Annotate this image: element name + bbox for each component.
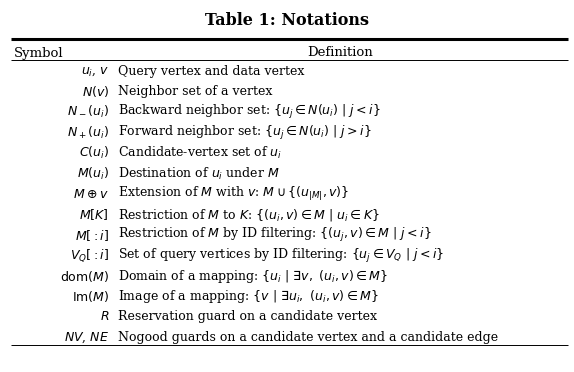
Text: $\mathrm{Im}(M)$: $\mathrm{Im}(M)$ [72, 289, 109, 304]
Text: Reservation guard on a candidate vertex: Reservation guard on a candidate vertex [118, 311, 377, 323]
Text: Image of a mapping: $\{v\ |\ \exists u_i,\ (u_i, v) \in M\}$: Image of a mapping: $\{v\ |\ \exists u_i… [118, 288, 378, 305]
Text: $M(u_i)$: $M(u_i)$ [77, 166, 109, 182]
Text: $\mathrm{dom}(M)$: $\mathrm{dom}(M)$ [60, 269, 109, 283]
Text: Symbol: Symbol [14, 46, 64, 60]
Text: Definition: Definition [307, 46, 373, 60]
Text: $V_Q[:i]$: $V_Q[:i]$ [70, 247, 109, 264]
Text: $NV$, $NE$: $NV$, $NE$ [64, 330, 109, 344]
Text: $N(v)$: $N(v)$ [82, 84, 109, 99]
Text: Restriction of $M$ to $K$: $\{(u_i, v) \in M\ |\ u_i \in K\}$: Restriction of $M$ to $K$: $\{(u_i, v) \… [118, 206, 379, 223]
Text: $N_+(u_i)$: $N_+(u_i)$ [67, 125, 109, 141]
Text: $N_-(u_i)$: $N_-(u_i)$ [67, 104, 109, 121]
Text: $M \oplus v$: $M \oplus v$ [73, 188, 109, 201]
Text: Table 1: Notations: Table 1: Notations [205, 12, 369, 29]
Text: Destination of $u_i$ under $M$: Destination of $u_i$ under $M$ [118, 166, 280, 182]
Text: $C(u_i)$: $C(u_i)$ [79, 145, 109, 161]
Text: Nogood guards on a candidate vertex and a candidate edge: Nogood guards on a candidate vertex and … [118, 331, 498, 344]
Text: $M[K]$: $M[K]$ [79, 207, 109, 222]
Text: Neighbor set of a vertex: Neighbor set of a vertex [118, 86, 272, 98]
Text: Set of query vertices by ID filtering: $\{u_j \in V_Q\ |\ j < i\}$: Set of query vertices by ID filtering: $… [118, 247, 444, 264]
Text: Forward neighbor set: $\{u_j \in N(u_i)\ |\ j > i\}$: Forward neighbor set: $\{u_j \in N(u_i)\… [118, 124, 371, 142]
Text: Restriction of $M$ by ID filtering: $\{(u_j, v) \in M\ |\ j < i\}$: Restriction of $M$ by ID filtering: $\{(… [118, 226, 432, 244]
Text: $u_i$, $v$: $u_i$, $v$ [81, 65, 109, 78]
Text: Domain of a mapping: $\{u_i\ |\ \exists v,\ (u_i, v) \in M\}$: Domain of a mapping: $\{u_i\ |\ \exists … [118, 267, 387, 285]
Text: Backward neighbor set: $\{u_j \in N(u_i)\ |\ j < i\}$: Backward neighbor set: $\{u_j \in N(u_i)… [118, 103, 381, 121]
Text: Query vertex and data vertex: Query vertex and data vertex [118, 65, 304, 78]
Text: $R$: $R$ [99, 311, 109, 323]
Text: $M[:i]$: $M[:i]$ [75, 228, 109, 243]
Text: Extension of $M$ with $v$: $M \cup \{(u_{|M|}, v)\}$: Extension of $M$ with $v$: $M \cup \{(u_… [118, 185, 349, 203]
Text: Candidate-vertex set of $u_i$: Candidate-vertex set of $u_i$ [118, 145, 282, 161]
